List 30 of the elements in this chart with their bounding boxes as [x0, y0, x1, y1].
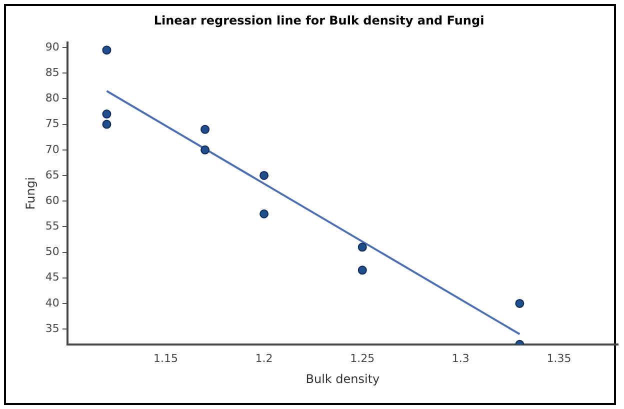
x-tick-label: 1.35: [546, 352, 572, 365]
y-tick-label: 85: [45, 66, 60, 79]
y-tick-label: 90: [45, 40, 60, 54]
y-tick-label: 70: [45, 142, 60, 156]
point: [102, 120, 112, 129]
y-tick-label: 55: [45, 220, 60, 233]
y-tick-label: 65: [45, 168, 60, 182]
y-tick-label: 40: [45, 296, 60, 310]
chart-title: Linear regression line for Bulk density and Fungi: [154, 13, 484, 28]
y-tick-label: 35: [45, 322, 60, 335]
point: [102, 110, 112, 119]
y-tick-label: 60: [45, 194, 60, 207]
y-tick-label: 45: [45, 270, 60, 284]
x-tick-label: 1.2: [255, 352, 273, 365]
point: [358, 242, 367, 252]
x-tick-label: 1.3: [452, 352, 470, 365]
point: [200, 124, 210, 134]
point: [260, 170, 269, 180]
y-axis-title: Fungi: [23, 177, 38, 210]
x-tick-label: 1.15: [153, 352, 178, 365]
point: [260, 209, 269, 218]
point: [515, 298, 524, 308]
y-tick-label: 50: [45, 245, 60, 258]
x-axis-title: Bulk density: [306, 372, 380, 386]
x-tick-label: 1.25: [350, 352, 375, 365]
y-tick-label: 80: [45, 92, 60, 105]
point: [200, 145, 210, 154]
point: [102, 46, 112, 55]
y-tick-label: 75: [45, 117, 60, 130]
point: [358, 266, 367, 275]
